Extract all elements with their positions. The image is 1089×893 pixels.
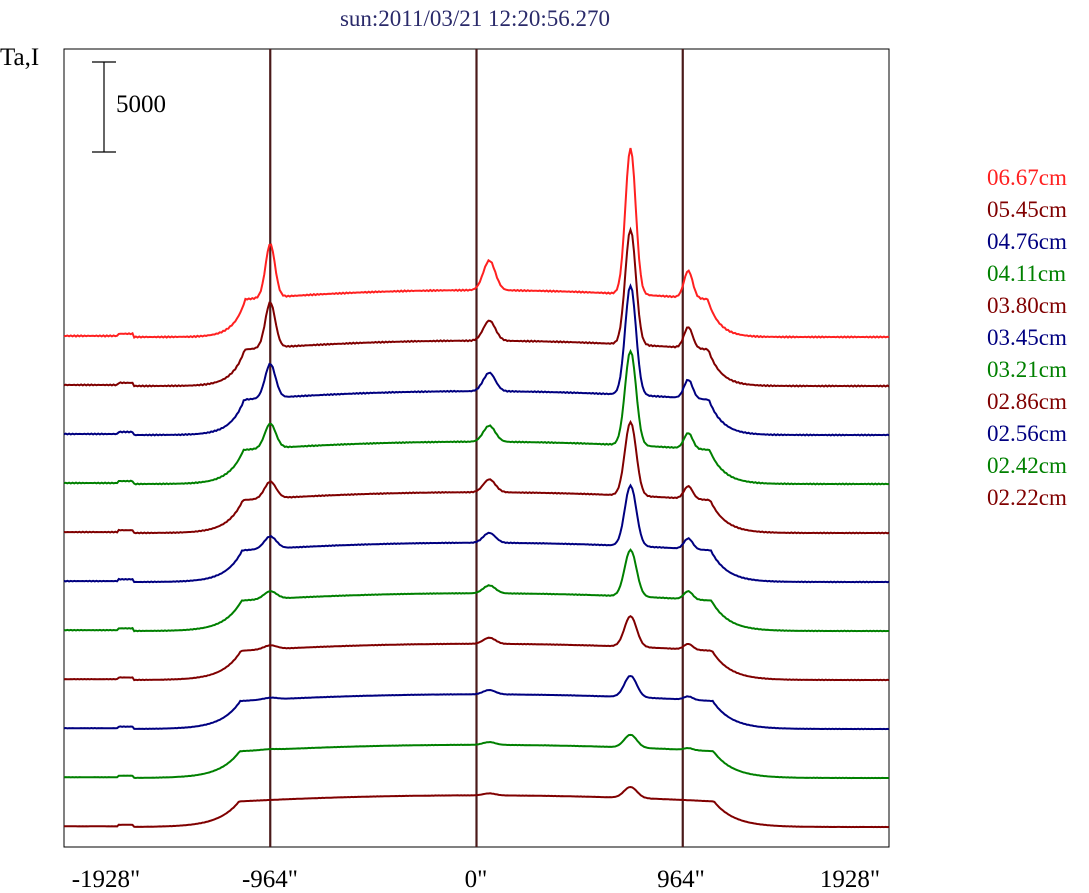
series-line-04.76cm xyxy=(63,283,890,437)
legend-entry: 03.21cm xyxy=(987,357,1067,382)
x-tick-label: 964" xyxy=(657,866,705,893)
legend-entry: 02.22cm xyxy=(987,485,1067,510)
series-line-03.80cm xyxy=(63,419,890,535)
series-lines xyxy=(63,147,890,829)
reference-lines xyxy=(269,49,684,847)
x-tick-label: -964" xyxy=(242,866,298,893)
series-line-06.67cm xyxy=(63,147,890,339)
legend-entry: 04.11cm xyxy=(987,261,1066,286)
y-axis-label: Ta,I xyxy=(0,44,39,71)
x-tick-label: 1928" xyxy=(820,866,880,893)
series-line-03.21cm xyxy=(63,548,889,633)
x-tick-label: -1928" xyxy=(72,866,141,893)
series-line-02.22cm xyxy=(63,785,890,829)
scale-bar-label: 5000 xyxy=(116,91,166,118)
series-line-04.11cm xyxy=(63,348,890,486)
legend-entry: 04.76cm xyxy=(987,229,1067,254)
x-tick-label: 0" xyxy=(465,866,488,893)
series-line-02.42cm xyxy=(63,733,889,780)
legend-entry: 02.56cm xyxy=(987,421,1067,446)
legend-entry: 02.86cm xyxy=(987,389,1067,414)
series-line-02.56cm xyxy=(63,674,890,731)
x-ticks: -1928" -964" 0" 964" 1928" xyxy=(72,866,880,893)
series-line-02.86cm xyxy=(63,614,890,682)
legend-entry: 02.42cm xyxy=(987,453,1067,478)
legend-entry: 06.67cm xyxy=(987,165,1067,190)
chart-title: sun:2011/03/21 12:20:56.270 xyxy=(340,6,610,31)
scale-bar: 5000 xyxy=(92,61,166,153)
series-line-05.45cm xyxy=(63,226,890,388)
series-line-03.45cm xyxy=(63,483,890,584)
legend-entry: 03.45cm xyxy=(987,325,1067,350)
legend-entry: 05.45cm xyxy=(987,197,1067,222)
legend-entry: 03.80cm xyxy=(987,293,1067,318)
legend: 06.67cm 05.45cm 04.76cm 04.11cm 03.80cm 03.45… xyxy=(987,165,1067,510)
